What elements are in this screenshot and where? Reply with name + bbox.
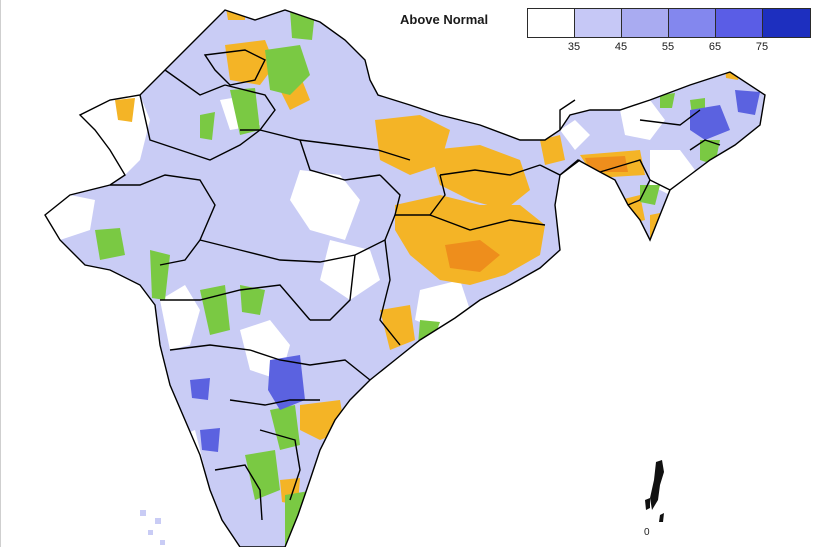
image-edge-divider (0, 0, 1, 547)
legend: Above Normal 35 45 55 65 75 (400, 8, 820, 60)
state-boundaries (44, 9, 766, 547)
legend-swatch (575, 9, 622, 37)
dark-orange-areas (445, 156, 628, 272)
india-landmass (45, 10, 765, 547)
legend-color-bar (527, 8, 811, 38)
legend-swatch (716, 9, 763, 37)
legend-swatch (528, 9, 575, 37)
legend-tick: 65 (708, 41, 722, 53)
legend-swatch (763, 9, 810, 37)
island-label: 0 (644, 527, 650, 538)
andaman-islands (645, 460, 664, 522)
legend-title: Above Normal (400, 12, 489, 27)
legend-swatch (669, 9, 716, 37)
legend-tick: 45 (614, 41, 628, 53)
legend-tick: 35 (567, 41, 581, 53)
legend-tick: 55 (661, 41, 675, 53)
orange-areas (115, 10, 740, 505)
legend-swatch (622, 9, 669, 37)
lakshadweep-islands (140, 510, 165, 545)
high-probability-areas (190, 90, 760, 452)
legend-tick: 75 (755, 41, 769, 53)
